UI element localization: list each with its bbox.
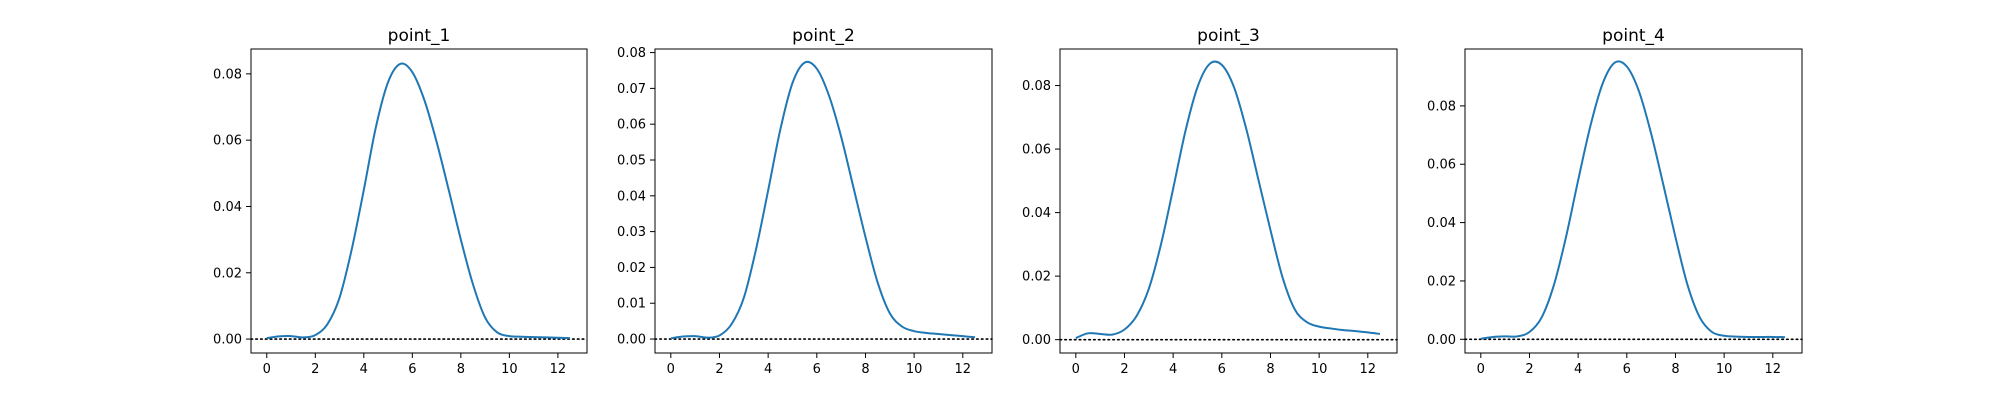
axes-frame (1464, 48, 1803, 354)
x-tick-label: 0 (1477, 362, 1485, 377)
axes-frame (1059, 48, 1398, 354)
x-tick-label: 10 (501, 362, 518, 377)
y-tick-label: 0.02 (213, 266, 242, 281)
y-tick-label: 0.02 (1022, 270, 1051, 285)
y-tick-label: 0.00 (1022, 333, 1051, 348)
x-tick-label: 0 (1072, 362, 1080, 377)
series-line (670, 60, 976, 340)
subplot-title: point_3 (1197, 26, 1260, 46)
x-tick-label: 6 (1218, 362, 1226, 377)
y-tick-label: 0.04 (617, 189, 646, 204)
y-tick-label: 0.06 (213, 134, 242, 149)
x-tick-label: 4 (764, 362, 772, 377)
x-tick-label: 8 (457, 362, 465, 377)
subplot-title: point_1 (388, 26, 451, 46)
x-tick-label: 2 (1120, 362, 1128, 377)
x-tick-label: 6 (1623, 362, 1631, 377)
series-line (1075, 60, 1381, 340)
y-tick-label: 0.08 (213, 67, 242, 82)
y-tick-label: 0.00 (617, 333, 646, 348)
x-tick-label: 4 (1169, 362, 1177, 377)
axes-frame (250, 48, 588, 354)
x-tick-label: 12 (955, 362, 972, 377)
x-tick-label: 6 (813, 362, 821, 377)
subplot-point-3: point_3 0 2 4 6 8 10 12 0.00 0.02 0.04 0.06 0.08 (1022, 26, 1398, 377)
y-tick-label: 0.08 (1022, 79, 1051, 94)
y-tick-label: 0.06 (617, 118, 646, 133)
y-tick-label: 0.06 (1022, 143, 1051, 158)
y-tick-label: 0.04 (1427, 216, 1456, 231)
subplot-point-2: point_2 0 2 4 6 8 10 12 0.00 0.01 0.02 0.03 0.04 0.0… (617, 26, 993, 377)
x-tick-label: 2 (715, 362, 723, 377)
x-tick-label: 10 (906, 362, 923, 377)
x-tick-label: 12 (550, 362, 567, 377)
x-tick-label: 0 (667, 362, 675, 377)
y-tick-label: 0.01 (617, 297, 646, 312)
x-tick-label: 10 (1716, 362, 1733, 377)
y-tick-label: 0.04 (1022, 206, 1051, 221)
x-tick-label: 8 (1266, 362, 1274, 377)
subplot-title: point_4 (1602, 26, 1665, 46)
x-tick-label: 2 (311, 362, 319, 377)
y-tick-label: 0.08 (617, 46, 646, 61)
x-tick-label: 12 (1360, 362, 1377, 377)
subplot-title: point_2 (792, 26, 855, 46)
x-tick-label: 12 (1765, 362, 1782, 377)
x-tick-label: 8 (1671, 362, 1679, 377)
x-tick-label: 8 (861, 362, 869, 377)
x-tick-label: 10 (1311, 362, 1328, 377)
x-tick-label: 2 (1525, 362, 1533, 377)
series-line (1480, 60, 1785, 340)
y-tick-label: 0.02 (617, 261, 646, 276)
subplot-point-1: point_1 0 2 4 6 8 10 12 0.00 0.02 0.04 0.06 0.08 (213, 26, 588, 377)
y-tick-label: 0.00 (1427, 333, 1456, 348)
y-tick-label: 0.02 (1427, 274, 1456, 289)
subplot-point-4: point_4 0 2 4 6 8 10 12 0.00 0.02 0.04 0.06 0.08 (1427, 26, 1803, 377)
series-line (266, 62, 571, 340)
y-tick-label: 0.07 (617, 82, 646, 97)
y-tick-label: 0.05 (617, 154, 646, 169)
x-tick-label: 6 (408, 362, 416, 377)
y-tick-label: 0.00 (213, 333, 242, 348)
y-tick-label: 0.04 (213, 200, 242, 215)
axes-frame (654, 48, 993, 354)
y-tick-label: 0.08 (1427, 99, 1456, 114)
x-tick-label: 4 (360, 362, 368, 377)
y-tick-label: 0.06 (1427, 158, 1456, 173)
x-tick-label: 0 (263, 362, 271, 377)
x-tick-label: 4 (1574, 362, 1582, 377)
y-tick-label: 0.03 (617, 225, 646, 240)
